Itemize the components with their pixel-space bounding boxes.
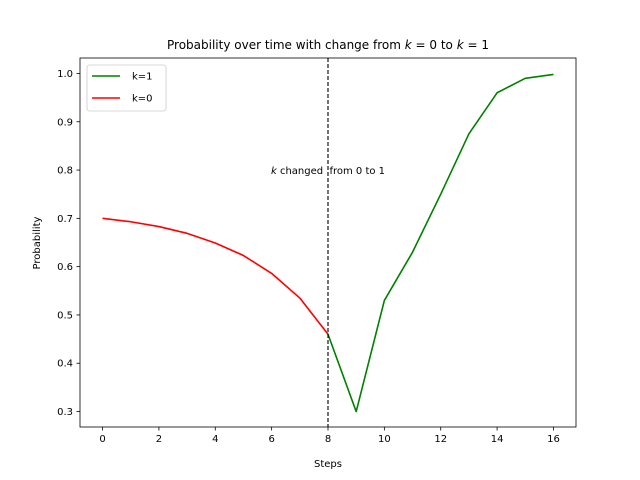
x-tick-label: 6	[268, 434, 274, 445]
x-tick-label: 14	[491, 434, 504, 445]
x-tick-label: 8	[325, 434, 331, 445]
chart-title-part: = 0 to	[412, 38, 457, 52]
x-axis: 0 2 4 6 8 10 12 14 16	[99, 427, 560, 445]
series-line-k0	[102, 217, 329, 335]
change-annotation-part: changed from 0 to 1	[277, 166, 385, 177]
change-annotation: k changed from 0 to 1	[271, 166, 385, 177]
x-tick-label: 4	[212, 434, 218, 445]
change-annotation-part: k	[271, 166, 278, 177]
y-tick-label: 0.7	[57, 214, 73, 225]
x-tick-label: 10	[378, 434, 391, 445]
y-tick-label: 0.6	[57, 262, 73, 273]
legend-box	[86, 64, 167, 112]
x-tick-label: 12	[434, 434, 447, 445]
chart-title-part: k	[405, 38, 413, 52]
y-tick-label: 0.3	[57, 407, 73, 418]
x-tick-label: 2	[156, 434, 162, 445]
x-tick-label: 0	[99, 434, 105, 445]
y-tick-label: 1.0	[57, 69, 73, 80]
y-axis-label: Probability	[32, 216, 43, 269]
x-axis-label: Steps	[314, 459, 342, 470]
chart-title-part: = 1	[464, 38, 489, 52]
y-tick-label: 0.4	[57, 359, 73, 370]
chart-title-part: k	[457, 38, 465, 52]
x-tick-label: 16	[547, 434, 560, 445]
legend-label: k=1	[132, 72, 153, 83]
legend: k=1 k=0	[86, 64, 167, 112]
plot-area: k changed from 0 to 1	[102, 58, 554, 427]
y-tick-label: 0.9	[57, 117, 73, 128]
chart-title: Probability over time with change from k…	[167, 38, 489, 52]
chart-title-part: Probability over time with change from	[167, 38, 405, 52]
y-tick-label: 0.8	[57, 166, 73, 177]
legend-label: k=0	[132, 94, 153, 105]
y-axis: 0.3 0.4 0.5 0.6 0.7 0.8 0.9 1.0	[57, 69, 80, 418]
y-tick-label: 0.5	[57, 310, 73, 321]
series-line-k1	[327, 73, 554, 413]
